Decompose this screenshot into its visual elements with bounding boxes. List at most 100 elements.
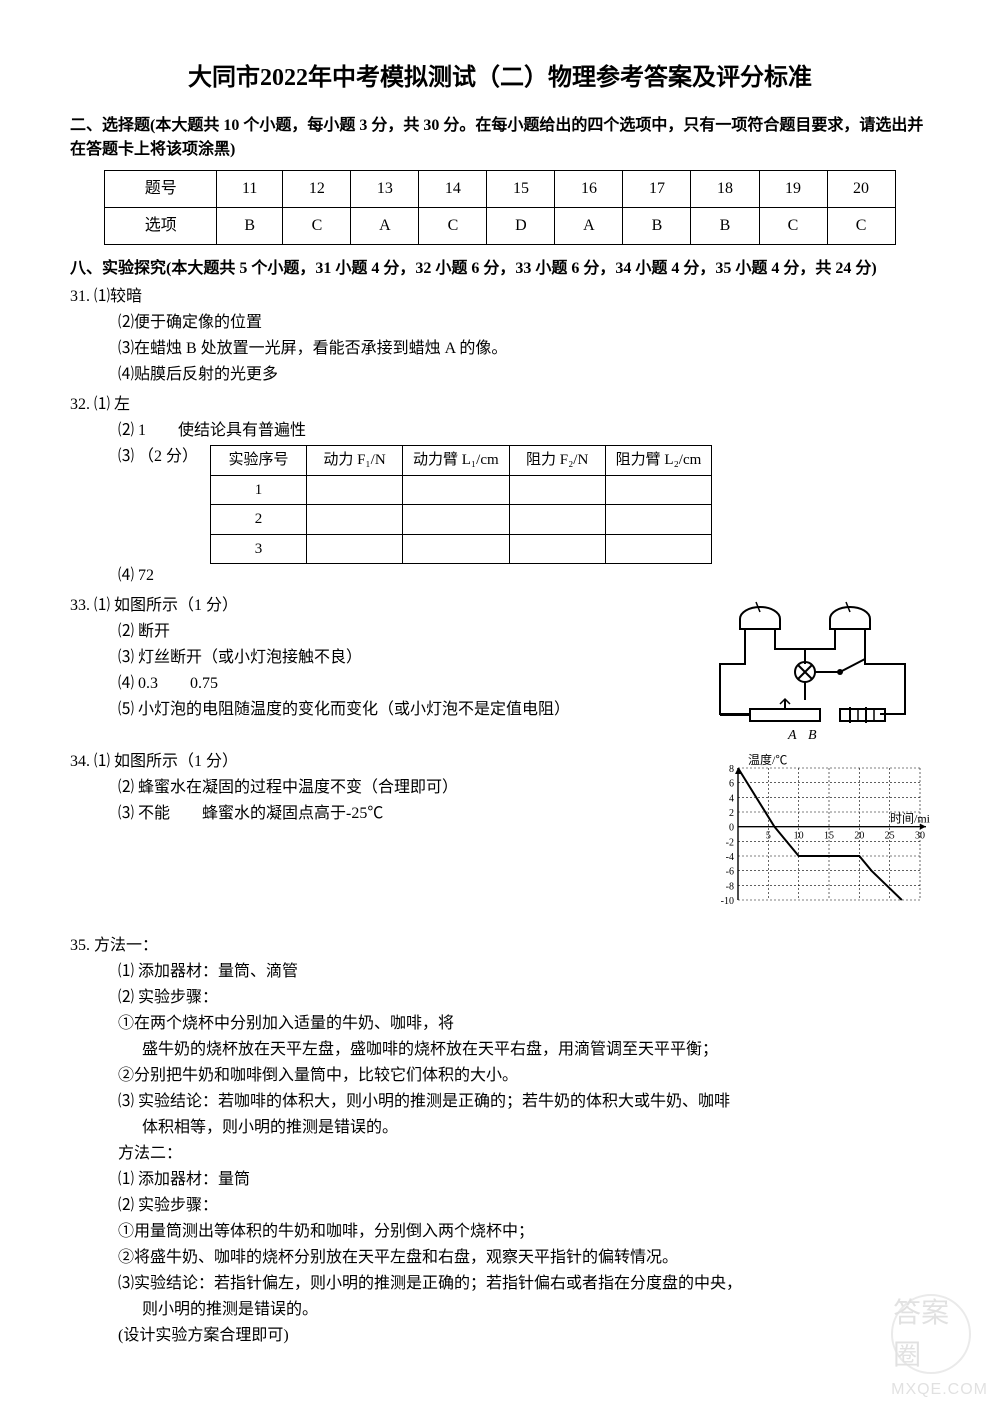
- cell: 15: [487, 171, 555, 208]
- svg-text:20: 20: [854, 831, 864, 842]
- q31-num: 31.: [70, 288, 90, 305]
- q33: A B 33. ⑴ 如图所示（1 分） ⑵ 断开 ⑶ 灯丝断开（或小灯泡接触不良…: [70, 594, 930, 744]
- q35: 35. 方法一： ⑴ 添加器材：量筒、滴管 ⑵ 实验步骤： ①在两个烧杯中分别加…: [70, 934, 930, 1348]
- cell: 13: [351, 171, 419, 208]
- cell: 2: [211, 505, 307, 535]
- q35-m1-2: ⑵ 实验步骤：: [70, 986, 930, 1010]
- svg-text:10: 10: [794, 831, 804, 842]
- q32-num: 32.: [70, 396, 90, 413]
- table-row: 实验序号 动力 F₁/N 动力臂 L₁/cm 阻力 F₂/N 阻力臂 L₂/cm: [211, 446, 712, 476]
- svg-text:6: 6: [729, 779, 734, 790]
- svg-text:-2: -2: [726, 837, 734, 848]
- svg-text:A: A: [787, 728, 797, 743]
- table-row: 2: [211, 505, 712, 535]
- svg-text:30: 30: [915, 831, 925, 842]
- cell: B: [623, 208, 691, 245]
- cell: A: [555, 208, 623, 245]
- cell: C: [283, 208, 351, 245]
- table-row: 题号 11 12 13 14 15 16 17 18 19 20: [105, 171, 895, 208]
- svg-text:0: 0: [729, 823, 734, 834]
- cell: C: [827, 208, 895, 245]
- col-header: 阻力臂 L₂/cm: [605, 446, 712, 476]
- cell: C: [419, 208, 487, 245]
- q31-i4: ⑷贴膜后反射的光更多: [70, 363, 930, 387]
- q31-i2: ⑵便于确定像的位置: [70, 311, 930, 335]
- q32-i1: ⑴ 左: [94, 396, 130, 413]
- q35-m1-s2: ②分别把牛奶和咖啡倒入量筒中，比较它们体积的大小。: [70, 1064, 930, 1088]
- svg-text:-6: -6: [726, 867, 734, 878]
- svg-text:15: 15: [824, 831, 834, 842]
- q32-i3: ⑶ （2 分）: [70, 445, 198, 469]
- q33-num: 33.: [70, 597, 90, 614]
- svg-text:25: 25: [885, 831, 895, 842]
- col-header: 阻力 F₂/N: [509, 446, 605, 476]
- cell: 11: [217, 171, 283, 208]
- q35-m2-s2: ②将盛牛奶、咖啡的烧杯分别放在天平左盘和右盘，观察天平指针的偏转情况。: [70, 1246, 930, 1270]
- cell: 12: [283, 171, 351, 208]
- svg-text:8: 8: [729, 764, 734, 775]
- cell: C: [759, 208, 827, 245]
- section8-header: 八、实验探究(本大题共 5 个小题，31 小题 4 分，32 小题 6 分，33…: [70, 257, 930, 281]
- q32-i4: ⑷ 72: [70, 564, 930, 588]
- q35-m1-s1b: 盛牛奶的烧杯放在天平左盘，盛咖啡的烧杯放在天平右盘，用滴管调至天平平衡；: [70, 1038, 930, 1062]
- q31-i3: ⑶在蜡烛 B 处放置一光屏，看能否承接到蜡烛 A 的像。: [70, 337, 930, 361]
- q34-i1: ⑴ 如图所示（1 分）: [94, 753, 238, 770]
- cell: D: [487, 208, 555, 245]
- cell: B: [217, 208, 283, 245]
- q35-m2-3: ⑶实验结论：若指针偏左，则小明的推测是正确的；若指针偏右或者指在分度盘的中央，: [70, 1272, 930, 1296]
- cell: 3: [211, 534, 307, 564]
- table-row: 3: [211, 534, 712, 564]
- q35-note: (设计实验方案合理即可): [70, 1324, 930, 1348]
- q35-m2-s1: ①用量筒测出等体积的牛奶和咖啡，分别倒入两个烧杯中；: [70, 1220, 930, 1244]
- row-label: 选项: [105, 208, 217, 245]
- q35-m1-3b: 体积相等，则小明的推测是错误的。: [70, 1116, 930, 1140]
- q31-i1: ⑴较暗: [94, 288, 142, 305]
- q35-m2-2: ⑵ 实验步骤：: [70, 1194, 930, 1218]
- cell: 1: [211, 475, 307, 505]
- table-row: 1: [211, 475, 712, 505]
- svg-text:温度/℃: 温度/℃: [748, 752, 787, 767]
- cell: 14: [419, 171, 487, 208]
- q35-m2-1: ⑴ 添加器材：量筒: [70, 1168, 930, 1192]
- q35-m1-title: 方法一：: [94, 937, 158, 954]
- cell: 16: [555, 171, 623, 208]
- cell: 20: [827, 171, 895, 208]
- temperature-chart: -10 -8 -6 -4 -2 0 2 4 6 8 5 10 15 20 25 30 温度/℃ 时间/min: [700, 750, 930, 928]
- q32: 32. ⑴ 左 ⑵ 1 使结论具有普遍性 ⑶ （2 分） 实验序号 动力 F₁/…: [70, 393, 930, 588]
- table-row: 选项 B C A C D A B B C C: [105, 208, 895, 245]
- col-header: 动力 F₁/N: [307, 446, 403, 476]
- watermark-line2: MXQE.COM: [891, 1378, 988, 1402]
- col-header: 实验序号: [211, 446, 307, 476]
- q35-m2-title: 方法二：: [70, 1142, 930, 1166]
- q35-m1-s1: ①在两个烧杯中分别加入适量的牛奶、咖啡，将: [70, 1012, 930, 1036]
- q32-data-table: 实验序号 动力 F₁/N 动力臂 L₁/cm 阻力 F₂/N 阻力臂 L₂/cm…: [210, 445, 712, 564]
- q34-num: 34.: [70, 753, 90, 770]
- cell: 19: [759, 171, 827, 208]
- svg-text:-8: -8: [726, 881, 734, 892]
- q32-i2: ⑵ 1 使结论具有普遍性: [70, 419, 930, 443]
- q35-num: 35.: [70, 937, 90, 954]
- page-title: 大同市2022年中考模拟测试（二）物理参考答案及评分标准: [70, 60, 930, 96]
- cell: 17: [623, 171, 691, 208]
- q35-m1-1: ⑴ 添加器材：量筒、滴管: [70, 960, 930, 984]
- section2-header: 二、选择题(本大题共 10 个小题，每小题 3 分，共 30 分。在每小题给出的…: [70, 114, 930, 162]
- answer-table: 题号 11 12 13 14 15 16 17 18 19 20 选项 B C …: [104, 170, 895, 245]
- circuit-figure: A B: [700, 594, 930, 744]
- q35-m1-3: ⑶ 实验结论：若咖啡的体积大，则小明的推测是正确的；若牛奶的体积大或牛奶、咖啡: [70, 1090, 930, 1114]
- cell: B: [691, 208, 759, 245]
- svg-text:2: 2: [729, 808, 734, 819]
- svg-text:B: B: [808, 728, 817, 743]
- q35-m2-3b: 则小明的推测是错误的。: [70, 1298, 930, 1322]
- row-label: 题号: [105, 171, 217, 208]
- q33-i1: ⑴ 如图所示（1 分）: [94, 597, 238, 614]
- svg-text:4: 4: [729, 793, 734, 804]
- col-header: 动力臂 L₁/cm: [403, 446, 510, 476]
- q34: -10 -8 -6 -4 -2 0 2 4 6 8 5 10 15 20 25 30 温度/℃ 时间/min 34…: [70, 750, 930, 928]
- svg-text:时间/min: 时间/min: [890, 812, 930, 826]
- svg-text:5: 5: [766, 831, 771, 842]
- q31: 31. ⑴较暗 ⑵便于确定像的位置 ⑶在蜡烛 B 处放置一光屏，看能否承接到蜡烛…: [70, 285, 930, 387]
- cell: 18: [691, 171, 759, 208]
- svg-text:-4: -4: [726, 852, 734, 863]
- cell: A: [351, 208, 419, 245]
- svg-text:-10: -10: [721, 896, 734, 907]
